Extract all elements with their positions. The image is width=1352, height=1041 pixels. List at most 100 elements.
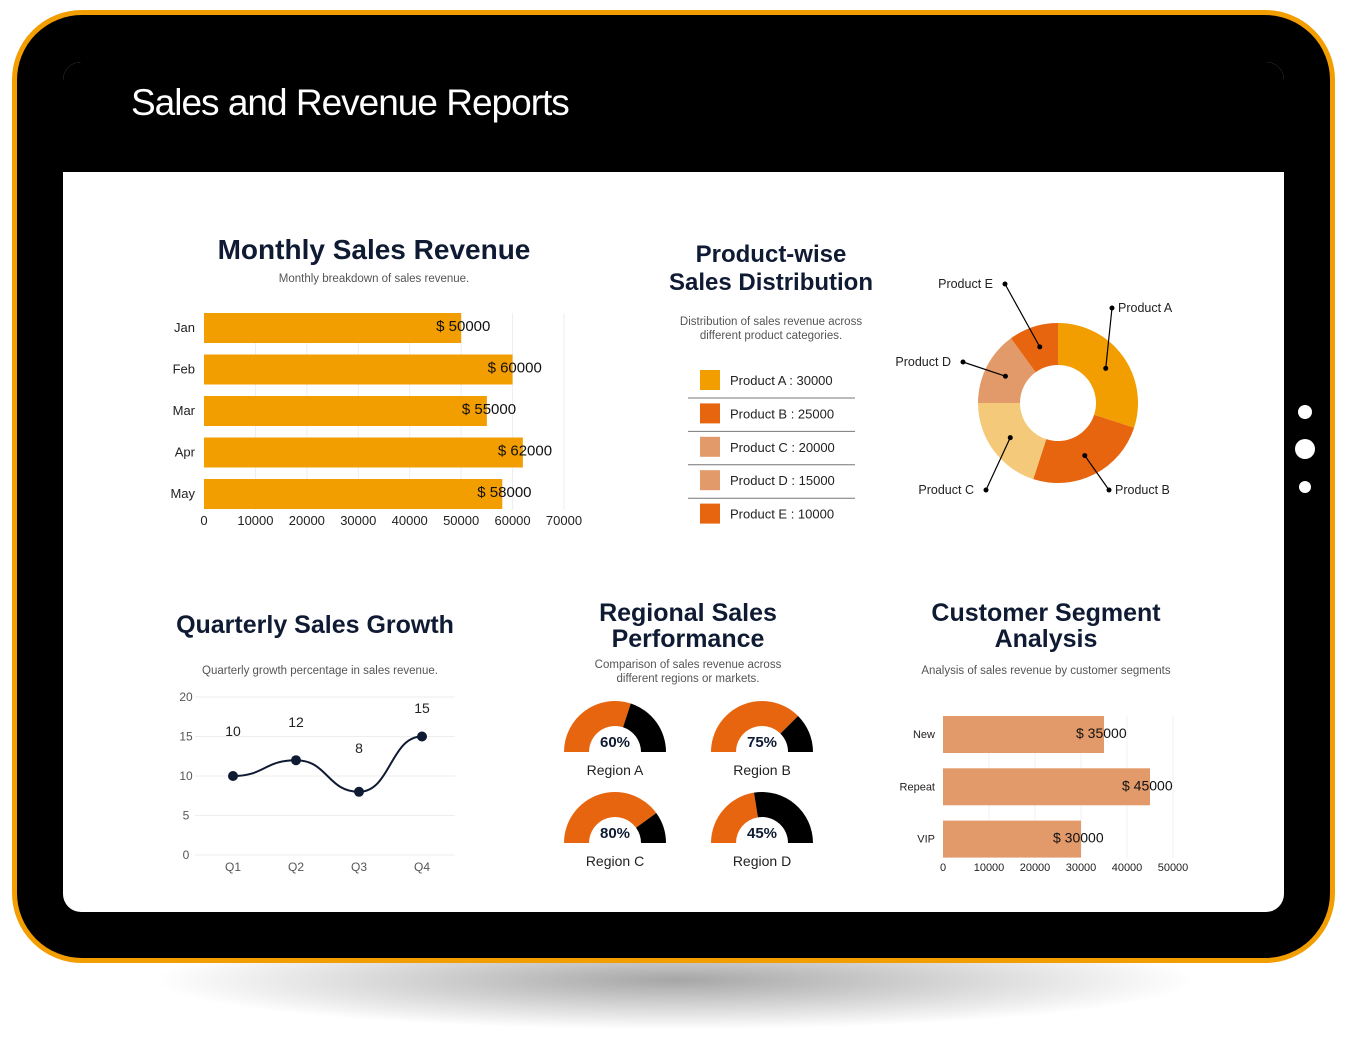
slice-label: Product C bbox=[918, 483, 974, 497]
segment-subtitle: Analysis of sales revenue by customer se… bbox=[921, 665, 1171, 677]
data-point bbox=[417, 731, 427, 742]
x-tick-label: 40000 bbox=[1112, 862, 1143, 874]
gauge-value: 75% bbox=[747, 734, 777, 751]
donut-slice bbox=[1033, 414, 1135, 483]
quarterly-subtitle: Quarterly growth percentage in sales rev… bbox=[202, 665, 438, 677]
x-tick-label: 0 bbox=[940, 862, 946, 874]
y-tick-label: VIP bbox=[917, 834, 935, 846]
leader-dot bbox=[983, 487, 989, 493]
data-label: $ 50000 bbox=[436, 318, 490, 335]
data-point bbox=[354, 786, 364, 797]
donut-slice bbox=[1058, 323, 1138, 428]
donut-slice bbox=[1010, 323, 1058, 373]
x-tick-label: 70000 bbox=[546, 513, 582, 528]
title-line: Customer Segment bbox=[931, 599, 1161, 627]
legend-label: Product C : 20000 bbox=[730, 440, 835, 455]
product-title: Product-wise Sales Distribution bbox=[640, 241, 902, 297]
legend-swatch bbox=[700, 403, 720, 424]
x-tick-label: 20000 bbox=[1020, 862, 1051, 874]
data-label: 15 bbox=[414, 700, 430, 716]
x-tick-label: 10000 bbox=[237, 513, 273, 528]
legend-swatch bbox=[700, 436, 720, 457]
title-line: Regional Sales bbox=[599, 599, 777, 627]
data-point bbox=[291, 755, 301, 766]
leader-line bbox=[962, 361, 1006, 377]
legend-swatch bbox=[700, 370, 720, 390]
legend-label: Product E : 10000 bbox=[730, 507, 834, 522]
data-point bbox=[228, 771, 238, 781]
y-tick-label: 15 bbox=[179, 730, 193, 744]
y-tick-label: 10 bbox=[179, 769, 193, 783]
leader-dot bbox=[1106, 487, 1112, 493]
x-tick-label: 50000 bbox=[443, 513, 479, 528]
subtitle-line: different regions or markets. bbox=[616, 673, 760, 685]
y-tick-label: New bbox=[913, 729, 935, 741]
leader-line bbox=[1004, 283, 1041, 348]
y-tick-label: Feb bbox=[173, 362, 195, 377]
x-tick-label: 60000 bbox=[494, 513, 530, 528]
gauge-label: Region C bbox=[586, 853, 644, 869]
quarterly-title: Quarterly Sales Growth bbox=[176, 611, 454, 639]
leader-line bbox=[1084, 455, 1110, 491]
x-tick-label: Q4 bbox=[414, 860, 430, 874]
x-tick-label: 30000 bbox=[340, 513, 376, 528]
x-tick-label: 40000 bbox=[392, 513, 428, 528]
y-tick-label: Repeat bbox=[900, 781, 935, 793]
data-label: $ 58000 bbox=[477, 484, 531, 501]
y-tick-label: 0 bbox=[183, 848, 190, 862]
leader-dot bbox=[1103, 365, 1109, 371]
x-tick-label: 50000 bbox=[1158, 862, 1189, 874]
page-title: Sales and Revenue Reports bbox=[131, 82, 570, 123]
bar bbox=[204, 354, 513, 385]
x-tick-label: 30000 bbox=[1066, 862, 1097, 874]
gauge-value: 80% bbox=[600, 825, 630, 842]
y-tick-label: 5 bbox=[183, 809, 190, 823]
side-button-dot[interactable] bbox=[1299, 481, 1311, 493]
leader-dot bbox=[1002, 373, 1008, 379]
gauge-segment bbox=[636, 813, 667, 843]
subtitle-line: different product categories. bbox=[699, 330, 843, 342]
data-label: $ 30000 bbox=[1053, 830, 1104, 846]
y-tick-label: Mar bbox=[173, 403, 196, 418]
gauge-value: 60% bbox=[600, 734, 630, 751]
donut-slice bbox=[978, 338, 1036, 403]
gauge-segment bbox=[564, 791, 657, 843]
side-button-dot[interactable] bbox=[1298, 405, 1312, 419]
bar bbox=[204, 437, 523, 468]
y-tick-label: May bbox=[170, 486, 195, 501]
slice-label: Product B bbox=[1115, 483, 1170, 497]
legend-label: Product B : 25000 bbox=[730, 406, 834, 421]
slice-label: Product E bbox=[938, 277, 993, 291]
y-tick-label: 20 bbox=[179, 690, 193, 704]
data-label: $ 55000 bbox=[462, 401, 516, 418]
legend-label: Product D : 15000 bbox=[730, 473, 835, 488]
leader-dot bbox=[1037, 344, 1043, 350]
gauge-segment bbox=[754, 791, 813, 843]
data-label: 8 bbox=[355, 740, 363, 756]
gauge-segment bbox=[564, 701, 631, 752]
title-line: Analysis bbox=[994, 625, 1098, 653]
data-label: 10 bbox=[225, 723, 241, 739]
product-title-line: Sales Distribution bbox=[668, 269, 874, 296]
x-tick-label: 0 bbox=[200, 513, 207, 528]
title-line: Performance bbox=[611, 625, 765, 653]
slice-label: Product D bbox=[895, 355, 951, 369]
legend-label: Product A : 30000 bbox=[730, 373, 833, 388]
donut-slice bbox=[978, 403, 1047, 480]
gauge-segment bbox=[711, 792, 758, 843]
product-title-line: Product-wise bbox=[695, 241, 847, 268]
data-label: $ 62000 bbox=[498, 443, 552, 460]
side-button-dot[interactable] bbox=[1295, 439, 1315, 459]
subtitle-line: Distribution of sales revenue across bbox=[679, 316, 863, 328]
regional-subtitle: Comparison of sales revenue across diffe… bbox=[560, 658, 816, 686]
legend-swatch bbox=[700, 470, 720, 491]
x-tick-label: Q1 bbox=[225, 860, 241, 874]
leader-dot bbox=[1082, 453, 1088, 459]
slice-label: Product A bbox=[1118, 301, 1173, 315]
segment-title: Customer Segment Analysis bbox=[900, 600, 1192, 652]
leader-line bbox=[985, 437, 1011, 491]
leader-dot bbox=[1002, 281, 1008, 287]
monthly-subtitle: Monthly breakdown of sales revenue. bbox=[278, 273, 470, 285]
subtitle-line: Comparison of sales revenue across bbox=[594, 659, 782, 671]
